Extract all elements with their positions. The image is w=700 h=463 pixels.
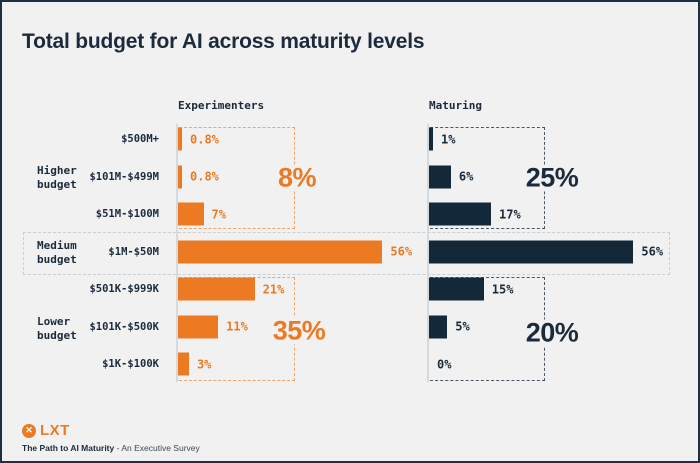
group-total-higher-experimenters: 8% xyxy=(274,164,320,192)
bar-experimenters xyxy=(178,127,182,151)
bar-value-label: 6% xyxy=(458,169,474,184)
bar-maturing xyxy=(429,127,433,151)
bar-value-label: 0.8% xyxy=(190,169,219,184)
lxt-logo-text: LXT xyxy=(40,422,70,439)
bar-row: 11% xyxy=(178,315,248,338)
bar-value-label: 21% xyxy=(262,282,285,296)
bar-row: 15% xyxy=(429,277,514,301)
bar-value-label: 7% xyxy=(211,207,226,221)
category-label: $501K-$999K xyxy=(89,283,159,295)
bar-value-label: 5% xyxy=(455,319,470,334)
group-total-lower-experimenters: 35% xyxy=(269,317,329,345)
category-label: $1K-$100K xyxy=(102,358,159,370)
footer-tagline: The Path to AI Maturity - An Executive S… xyxy=(22,443,200,453)
bar-maturing xyxy=(429,277,484,301)
bar-row: 7% xyxy=(178,202,226,226)
series-header-maturing: Maturing xyxy=(429,99,482,112)
bar-row: 17% xyxy=(429,202,521,226)
axis-baseline-experimenters xyxy=(176,124,178,382)
bar-experimenters xyxy=(178,277,255,301)
category-label: $101K-$500K xyxy=(89,320,159,333)
bar-experimenters xyxy=(178,315,219,338)
bar-value-label: 17% xyxy=(499,207,521,221)
bar-experimenters xyxy=(178,202,204,226)
bar-row: 6% xyxy=(429,165,473,188)
bar-value-label: 0% xyxy=(437,357,452,371)
bar-value-label: 56% xyxy=(390,244,413,259)
bar-row: 0.8% xyxy=(178,165,219,188)
footer: ✕ LXT The Path to AI Maturity - An Execu… xyxy=(22,422,200,453)
bar-row: 1% xyxy=(429,127,456,151)
bar-experimenters xyxy=(178,352,189,376)
bar-experimenters xyxy=(178,165,182,188)
group-label-higher-budget: Higher budget xyxy=(37,164,77,191)
bar-row: 56% xyxy=(178,240,412,263)
medium-budget-box xyxy=(23,232,670,275)
bar-row: 0% xyxy=(429,353,451,376)
footer-tagline-rest: - An Executive Survey xyxy=(114,443,200,453)
group-label-medium-budget: Medium budget xyxy=(37,239,77,266)
lxt-logo: ✕ LXT xyxy=(22,422,200,439)
bar-experimenters xyxy=(178,240,383,263)
bar-maturing xyxy=(429,165,451,188)
series-header-experimenters: Experimenters xyxy=(178,99,265,112)
category-label: $51M-$100M xyxy=(95,208,159,220)
group-label-lower-budget: Lower budget xyxy=(37,315,77,342)
bar-maturing xyxy=(429,240,634,263)
category-label: $500M+ xyxy=(121,133,159,145)
axis-baseline-maturing xyxy=(427,124,429,382)
bar-row: 56% xyxy=(429,240,663,263)
bar-row: 0.8% xyxy=(178,127,219,151)
bar-value-label: 1% xyxy=(441,132,456,146)
bar-value-label: 56% xyxy=(641,244,664,259)
bar-value-label: 0.8% xyxy=(190,132,219,146)
lxt-logo-x-icon: ✕ xyxy=(22,423,36,438)
footer-tagline-bold: The Path to AI Maturity xyxy=(22,443,115,453)
group-total-higher-maturing: 25% xyxy=(522,164,582,192)
bar-row: 21% xyxy=(178,277,285,301)
bar-value-label: 15% xyxy=(491,282,514,296)
bar-maturing xyxy=(429,315,448,338)
group-total-lower-maturing: 20% xyxy=(522,319,582,347)
bar-value-label: 3% xyxy=(196,357,212,371)
bar-maturing xyxy=(429,202,492,226)
bar-value-label: 11% xyxy=(226,319,248,334)
bar-row: 3% xyxy=(178,352,212,376)
page-title: Total budget for AI across maturity leve… xyxy=(22,30,425,53)
category-label: $1M-$50M xyxy=(108,245,159,258)
bar-row: 5% xyxy=(429,315,470,338)
category-label: $101M-$499M xyxy=(89,170,159,183)
